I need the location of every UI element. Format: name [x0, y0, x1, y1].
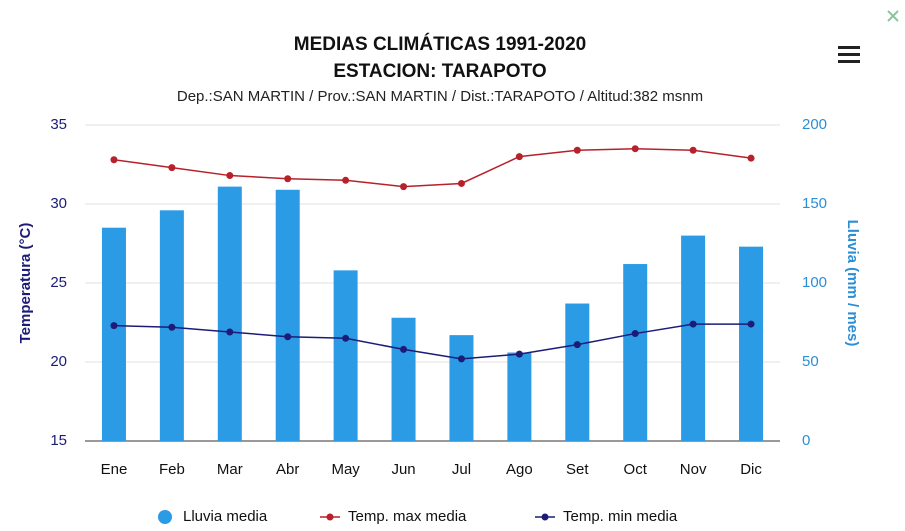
bar — [217, 186, 242, 441]
marker — [573, 146, 581, 154]
x-tick-label: Jun — [391, 461, 415, 478]
bar — [449, 335, 474, 441]
marker — [168, 323, 176, 331]
y2-tick-label: 0 — [802, 432, 810, 449]
bar — [101, 227, 126, 441]
marker — [226, 328, 234, 336]
marker — [689, 146, 697, 154]
x-tick-label: Dic — [740, 461, 762, 478]
bar — [391, 317, 416, 441]
y-tick-label: 20 — [50, 353, 67, 370]
x-tick-label: Oct — [624, 461, 648, 478]
y2-tick-label: 150 — [802, 195, 827, 212]
legend-label: Lluvia media — [183, 508, 268, 525]
marker — [168, 164, 176, 172]
y2-tick-label: 100 — [802, 274, 827, 291]
x-tick-label: Abr — [276, 461, 299, 478]
marker — [400, 345, 408, 353]
marker — [457, 179, 465, 187]
bar — [275, 189, 300, 441]
marker — [515, 350, 523, 358]
y-axis-label: Temperatura (°C) — [17, 223, 34, 344]
bar — [565, 303, 590, 441]
marker — [110, 156, 118, 164]
chart-title: MEDIAS CLIMÁTICAS 1991-2020 — [294, 33, 586, 55]
marker — [457, 355, 465, 363]
y2-tick-label: 50 — [802, 353, 819, 370]
chart-subtitle: Dep.:SAN MARTIN / Prov.:SAN MARTIN / Dis… — [177, 88, 703, 105]
y2-tick-label: 200 — [802, 116, 827, 133]
marker — [400, 183, 408, 191]
marker — [747, 320, 755, 328]
x-tick-label: Feb — [159, 461, 185, 478]
menu-bar — [838, 46, 860, 49]
bar — [623, 264, 648, 441]
x-tick-label: Ago — [506, 461, 533, 478]
marker — [284, 333, 292, 341]
marker — [573, 341, 581, 349]
line — [113, 323, 752, 360]
marker — [747, 154, 755, 162]
bar — [333, 270, 358, 441]
marker — [631, 145, 639, 153]
y-tick-label: 30 — [50, 195, 67, 212]
x-tick-label: Set — [566, 461, 589, 478]
marker — [284, 175, 292, 183]
bar — [507, 352, 532, 441]
marker — [342, 176, 350, 184]
marker — [515, 153, 523, 161]
close-stroke — [887, 10, 899, 22]
legend-symbol — [541, 513, 549, 521]
y-tick-label: 15 — [50, 432, 67, 449]
y-tick-label: 25 — [50, 274, 67, 291]
x-tick-label: Mar — [217, 461, 243, 478]
legend-symbol — [326, 513, 334, 521]
close-button[interactable] — [887, 10, 899, 22]
menu-bar — [838, 60, 860, 63]
menu-button[interactable] — [838, 46, 860, 63]
marker — [631, 330, 639, 338]
legend-label: Temp. max media — [348, 508, 467, 525]
menu-bar — [838, 53, 860, 56]
marker — [226, 172, 234, 180]
marker — [689, 320, 697, 328]
line — [113, 147, 752, 188]
x-tick-label: Jul — [452, 461, 471, 478]
x-tick-label: Nov — [680, 461, 707, 478]
chart-title-line2: ESTACION: TARAPOTO — [333, 61, 546, 82]
x-tick-label: May — [331, 461, 360, 478]
bar — [681, 235, 706, 441]
marker — [110, 322, 118, 330]
y2-axis-label: Lluvia (mm / mes) — [844, 220, 861, 347]
marker — [342, 334, 350, 342]
y-tick-label: 35 — [50, 116, 67, 133]
legend-label: Temp. min media — [563, 508, 678, 525]
legend-symbol — [158, 510, 172, 524]
x-tick-label: Ene — [101, 461, 128, 478]
bar — [739, 246, 764, 441]
